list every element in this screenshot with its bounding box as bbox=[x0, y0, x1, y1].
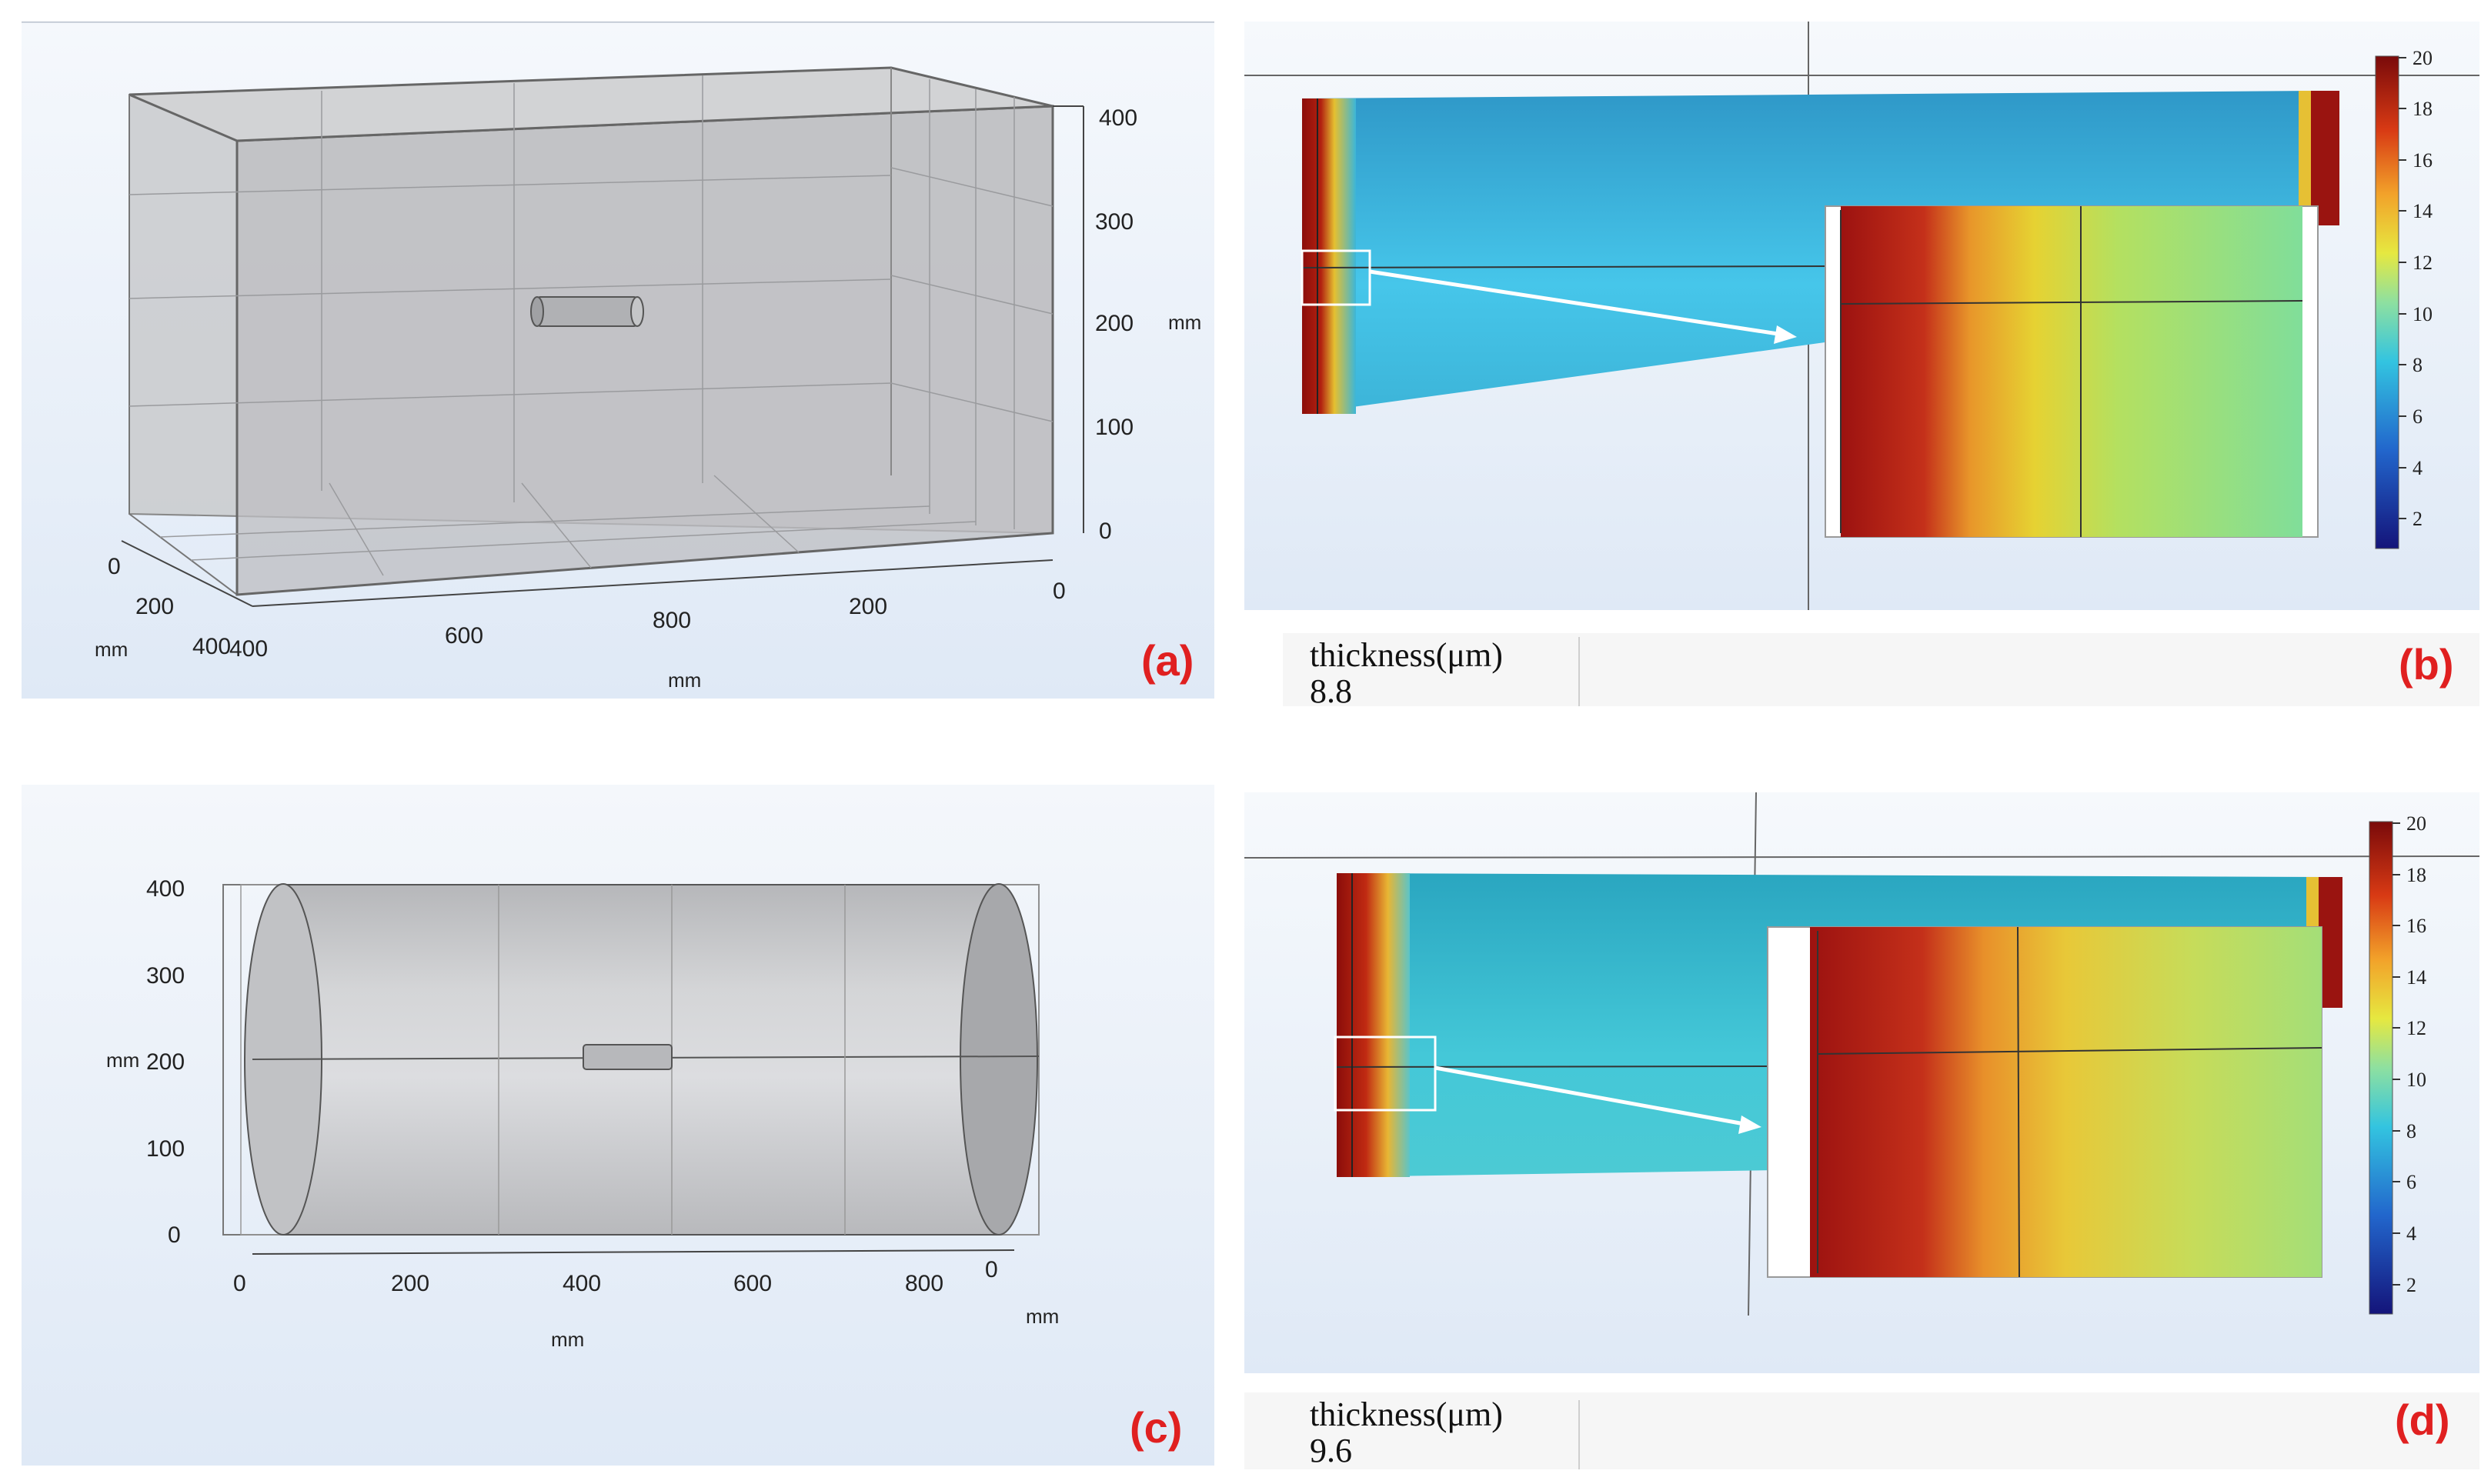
colorbar bbox=[2369, 821, 2393, 1315]
x-tick-600: 600 bbox=[445, 623, 483, 649]
colorbar-tick-12: 12 bbox=[2413, 252, 2433, 274]
result-table bbox=[1283, 633, 2479, 706]
colorbar-tick-6: 6 bbox=[2406, 1171, 2416, 1193]
result-value: 8.8 bbox=[1310, 672, 1352, 706]
z-tick-100: 100 bbox=[1095, 415, 1134, 440]
colorbar-tick-14: 14 bbox=[2406, 966, 2426, 989]
x-tick-0: 0 bbox=[1053, 579, 1066, 604]
z-axis-unit: mm bbox=[1168, 311, 1201, 334]
panel-label-d: (d) bbox=[2395, 1396, 2450, 1444]
colorbar-tick-12: 12 bbox=[2406, 1017, 2426, 1039]
x-tick-200: 200 bbox=[849, 594, 887, 619]
result-header: thickness(μm) bbox=[1310, 636, 1503, 674]
result-header: thickness(μm) bbox=[1310, 1396, 1503, 1433]
zoom-arrow bbox=[1434, 1065, 1761, 1134]
y-tick-300: 300 bbox=[146, 963, 185, 989]
result-value: 9.6 bbox=[1310, 1432, 1352, 1469]
domain-box-front-face bbox=[235, 105, 1054, 596]
colorbar-tick-8: 8 bbox=[2413, 354, 2423, 376]
y-tick-400: 400 bbox=[146, 876, 185, 902]
colorbar-tick-2: 2 bbox=[2406, 1274, 2416, 1296]
cylinder-domain bbox=[244, 883, 1040, 1236]
zoom-arrow bbox=[1369, 269, 1797, 344]
y-axis-unit: mm bbox=[95, 638, 128, 661]
x-tick-200: 200 bbox=[391, 1271, 429, 1296]
zoom-selection-box bbox=[1334, 1035, 1437, 1112]
y-axis-unit: mm bbox=[106, 1049, 139, 1072]
panel-label-b: (b) bbox=[2399, 640, 2454, 689]
panel-label-a: (a) bbox=[1141, 636, 1194, 685]
y-tick-100: 100 bbox=[146, 1136, 185, 1162]
cylinder-sample bbox=[583, 1044, 673, 1070]
colorbar-ticks bbox=[2392, 822, 2400, 1286]
x-axis-unit: mm bbox=[668, 669, 701, 692]
colorbar-tick-20: 20 bbox=[2406, 812, 2426, 835]
y-tick-200: 200 bbox=[146, 1049, 185, 1075]
colorbar-tick-4: 4 bbox=[2413, 457, 2423, 479]
x-axis-unit: mm bbox=[551, 1328, 584, 1351]
panel-b-thickness-contour: 20 18 16 14 12 10 8 6 4 2 thickness(μm) … bbox=[1244, 22, 2479, 706]
x-tick-400: 400 bbox=[563, 1271, 601, 1296]
y-tick-0: 0 bbox=[168, 1222, 181, 1248]
colorbar bbox=[2375, 55, 2399, 549]
x-tick-600: 600 bbox=[733, 1271, 772, 1296]
colorbar-tick-4: 4 bbox=[2406, 1222, 2416, 1245]
colorbar-tick-16: 16 bbox=[2406, 915, 2426, 937]
panel-d-thickness-contour: 20 18 16 14 12 10 8 6 4 2 thickness(μm) … bbox=[1244, 792, 2479, 1469]
zoom-inset bbox=[1767, 926, 2322, 1278]
axis-grid-lines bbox=[129, 75, 1053, 576]
colorbar-tick-10: 10 bbox=[2413, 303, 2433, 325]
depth-axis-unit: mm bbox=[1026, 1305, 1059, 1328]
colorbar-ticks bbox=[2399, 57, 2406, 519]
colorbar-tick-16: 16 bbox=[2413, 149, 2433, 172]
colorbar-tick-6: 6 bbox=[2413, 405, 2423, 428]
colorbar-tick-8: 8 bbox=[2406, 1120, 2416, 1142]
z-tick-200: 200 bbox=[1095, 311, 1134, 336]
zoom-inset bbox=[1825, 205, 2319, 538]
colorbar-tick-20: 20 bbox=[2413, 47, 2433, 69]
panel-a-3d-box-view: 0 100 200 300 400 mm 400 600 800 200 0 m… bbox=[22, 22, 1214, 699]
colorbar-tick-2: 2 bbox=[2413, 508, 2423, 530]
y-tick-0: 0 bbox=[108, 554, 121, 579]
x-tick-900: 400 bbox=[229, 636, 268, 662]
colorbar-tick-14: 14 bbox=[2413, 200, 2433, 222]
panel-label-c: (c) bbox=[1130, 1403, 1182, 1452]
panel-c-cylinder-view: 0 100 200 300 400 mm 0 200 400 600 800 m… bbox=[22, 785, 1214, 1466]
x-tick-0: 0 bbox=[233, 1271, 246, 1296]
depth-tick-0: 0 bbox=[985, 1257, 998, 1282]
colorbar-tick-18: 18 bbox=[2406, 864, 2426, 886]
x-tick-800: 800 bbox=[905, 1271, 943, 1296]
z-tick-0: 0 bbox=[1099, 519, 1112, 544]
y-tick-200: 200 bbox=[135, 594, 174, 619]
cylinder-sample bbox=[530, 296, 644, 327]
x-tick-400: 800 bbox=[653, 608, 691, 633]
z-tick-400: 400 bbox=[1099, 105, 1137, 131]
coated-cylinder-contour bbox=[1301, 91, 2339, 414]
y-tick-400: 400 bbox=[192, 634, 231, 659]
result-table bbox=[1244, 1392, 2479, 1469]
z-tick-300: 300 bbox=[1095, 209, 1134, 235]
colorbar-tick-10: 10 bbox=[2406, 1069, 2426, 1091]
zoom-selection-box bbox=[1301, 249, 1371, 306]
colorbar-tick-18: 18 bbox=[2413, 98, 2433, 120]
